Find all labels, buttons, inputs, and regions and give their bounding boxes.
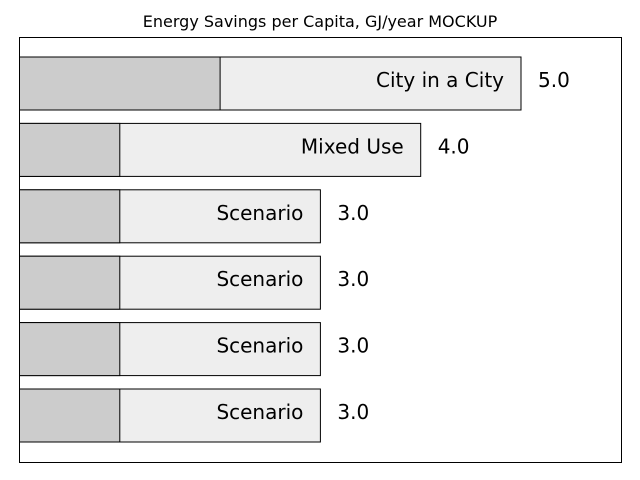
bar-inner-segment: [19, 56, 221, 111]
bar-value-label: 3.0: [337, 267, 369, 291]
bar-inner-segment: [19, 322, 121, 377]
bar-label: City in a City: [376, 68, 504, 92]
bar-group: Scenario 3.0: [19, 322, 369, 377]
bar-label: Scenario: [216, 201, 303, 225]
bar-label: Scenario: [216, 400, 303, 424]
bar-value-label: 5.0: [538, 68, 570, 92]
plot-frame: [19, 37, 622, 463]
bar-label: Scenario: [216, 334, 303, 358]
bar-value-label: 3.0: [337, 201, 369, 225]
chart-title: Energy Savings per Capita, GJ/year MOCKU…: [142, 12, 498, 31]
bar-label: Scenario: [216, 267, 303, 291]
bar-label: Mixed Use: [301, 134, 404, 158]
bar-value-label: 3.0: [337, 400, 369, 424]
bar-value-label: 4.0: [438, 134, 470, 158]
bar-inner-segment: [19, 255, 121, 310]
bar-inner-segment: [19, 189, 121, 244]
bar-inner-segment: [19, 388, 121, 443]
bar-group: City in a City 5.0: [19, 56, 570, 111]
bar-group: Scenario 3.0: [19, 388, 369, 443]
bar-group: Scenario 3.0: [19, 255, 369, 310]
bar-group: Mixed Use 4.0: [19, 122, 470, 177]
bar-value-label: 3.0: [337, 334, 369, 358]
bar-group: Scenario 3.0: [19, 189, 369, 244]
bars-layer: City in a City 5.0 Mixed Use 4.0 Scenario 3.0…: [19, 56, 570, 443]
bar-inner-segment: [19, 122, 121, 177]
